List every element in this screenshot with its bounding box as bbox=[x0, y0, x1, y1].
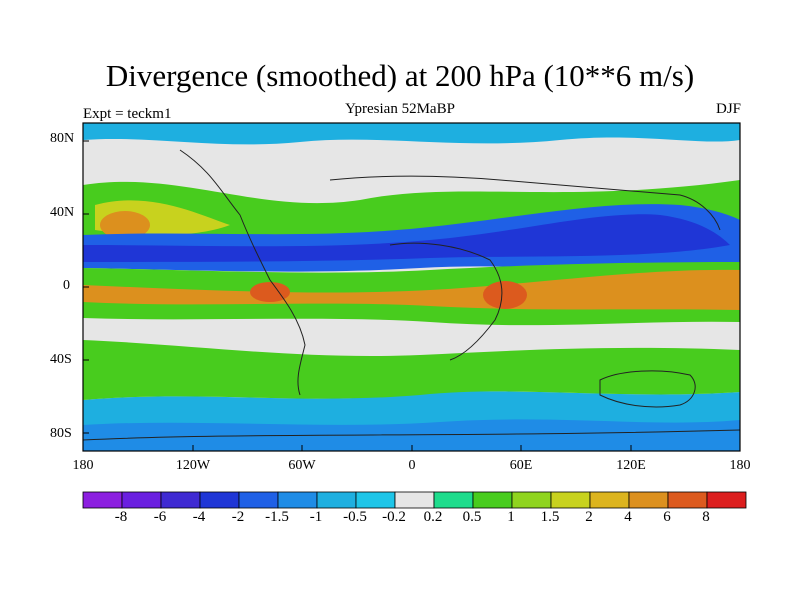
equatorial-divergence-core bbox=[83, 269, 740, 310]
colorbar-swatch bbox=[706, 491, 747, 509]
southern-subtropical-band bbox=[83, 340, 740, 400]
colorbar-swatch bbox=[589, 491, 630, 509]
coastline-australia bbox=[599, 370, 696, 408]
colorbar-swatch bbox=[238, 491, 279, 509]
lon-tick-120w: 120W bbox=[175, 458, 211, 473]
colorbar-swatch bbox=[160, 491, 201, 509]
divergence-field bbox=[83, 123, 740, 451]
lat-tick-80n: 80N bbox=[50, 131, 75, 146]
south-america-divergence-max bbox=[250, 282, 290, 302]
chart-subtitle: Ypresian 52MaBP bbox=[345, 101, 455, 117]
chart-title: Divergence (smoothed) at 200 hPa (10**6 … bbox=[105, 58, 695, 93]
season-label: DJF bbox=[715, 101, 741, 117]
colorbar-label: -2 bbox=[231, 509, 245, 525]
lon-tick-0: 0 bbox=[408, 458, 416, 473]
coastline-africa bbox=[389, 242, 503, 361]
colorbar-label: 8 bbox=[702, 509, 710, 525]
coastline-eurasia bbox=[329, 175, 721, 231]
colorbar-swatch bbox=[199, 491, 240, 509]
pacific-divergence-max bbox=[100, 211, 150, 239]
colorbar-label: -8 bbox=[114, 509, 128, 525]
colorbar-label: 1 bbox=[507, 509, 515, 525]
tropical-convergence-core bbox=[83, 214, 730, 262]
lat-tick-40n: 40N bbox=[50, 205, 75, 220]
colorbar-label: -4 bbox=[192, 509, 206, 525]
colorbar-swatch bbox=[316, 491, 357, 509]
arctic-band bbox=[83, 123, 740, 145]
lon-tick-60e: 60E bbox=[509, 458, 533, 473]
lon-tick-180e: 180 bbox=[729, 458, 751, 473]
coastline-americas bbox=[179, 149, 306, 396]
colorbar-label: 6 bbox=[663, 509, 671, 525]
lon-tick-180w: 180 bbox=[72, 458, 94, 473]
colorbar-label: 0.5 bbox=[462, 509, 482, 525]
axis-ticks bbox=[83, 140, 632, 451]
colorbar-swatch bbox=[667, 491, 708, 509]
lat-tick-80s: 80S bbox=[50, 426, 72, 441]
colorbar-swatch bbox=[628, 491, 669, 509]
colorbar-swatch bbox=[82, 491, 123, 509]
lon-tick-120e: 120E bbox=[616, 458, 646, 473]
colorbar-swatch bbox=[394, 491, 435, 509]
colorbar-swatch bbox=[433, 491, 474, 509]
lon-tick-60w: 60W bbox=[288, 458, 316, 473]
colorbar-label: -6 bbox=[153, 509, 167, 525]
lat-tick-40s: 40S bbox=[50, 352, 72, 367]
colorbar-label: 4 bbox=[624, 509, 632, 525]
colorbar-label: -0.2 bbox=[382, 509, 406, 525]
colorbar-label: 1.5 bbox=[540, 509, 560, 525]
lat-tick-0: 0 bbox=[63, 278, 70, 293]
coastline-antarctica bbox=[83, 429, 740, 441]
colorbar-swatch bbox=[472, 491, 513, 509]
colorbar-label: 0.2 bbox=[423, 509, 443, 525]
colorbar-label: -1 bbox=[309, 509, 323, 525]
colorbar-swatch bbox=[277, 491, 318, 509]
colorbar-swatch bbox=[355, 491, 396, 509]
africa-divergence-max bbox=[483, 281, 527, 309]
colorbar-label: -0.5 bbox=[343, 509, 367, 525]
colorbar-label: 2 bbox=[585, 509, 593, 525]
coastlines bbox=[83, 149, 740, 441]
experiment-label: Expt = teckm1 bbox=[83, 106, 172, 122]
colorbar-label: -1.5 bbox=[265, 509, 289, 525]
colorbar-swatch bbox=[550, 491, 591, 509]
colorbar-swatch bbox=[511, 491, 552, 509]
colorbar-swatch bbox=[121, 491, 162, 509]
colorbar bbox=[82, 491, 747, 509]
